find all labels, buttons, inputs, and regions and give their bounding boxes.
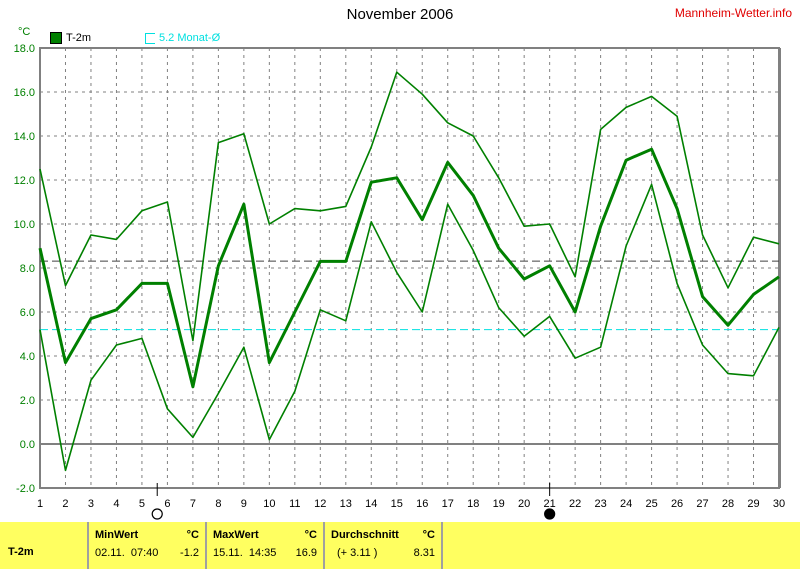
min-value: -1.2 [180,547,199,559]
y-tick-label: 8.0 [20,263,35,275]
x-tick-label: 24 [620,498,632,510]
x-tick-label: 17 [442,498,454,510]
avg-header: Durchschnitt [331,529,399,541]
legend-label: T-2m [66,32,92,44]
x-tick-label: 9 [241,498,247,510]
temperature-chart: 1 2 3 4 5 6 7 8 9 10 11 12 13 14 15 16 17 18 19 20 21 22 23 24 2… [14,43,785,520]
x-tick-label: 4 [113,498,119,510]
x-tick-label: 22 [569,498,581,510]
x-tick-label: 10 [263,498,275,510]
max-date: 15.11. 14:35 [213,547,277,559]
legend-label: 5.2 Monat-Ø [159,32,221,44]
x-tick-label: 27 [696,498,708,510]
chart-title: November 2006 [346,6,454,23]
x-tick-label: 15 [391,498,403,510]
x-tick-label: 14 [365,498,377,510]
legend-t2m: T-2m [50,32,91,44]
x-tick-label: 13 [340,498,352,510]
site-link[interactable]: Mannheim-Wetter.info [674,6,792,20]
x-tick-label: 18 [467,498,479,510]
avg-unit: °C [422,529,435,541]
max-header: MaxWert [213,529,259,541]
avg-value: 8.31 [413,547,435,559]
x-tick-label: 6 [164,498,170,510]
x-tick-label: 2 [62,498,68,510]
min-date: 02.11. 07:40 [95,547,159,559]
y-tick-label: 16.0 [14,87,35,99]
stats-panel: T-2m MinWert °C 02.11. 07:40 -1.2 MaxWer… [0,522,800,569]
series-max-line [39,71,780,342]
y-tick-label: 12.0 [14,175,35,187]
x-tick-label: 12 [314,498,326,510]
x-tick-label: 16 [416,498,428,510]
new-moon-icon [544,508,556,520]
x-tick-label: 7 [190,498,196,510]
y-tick-label: 18.0 [14,43,35,55]
y-tick-label: 6.0 [20,307,35,319]
x-tick-label: 30 [773,498,785,510]
y-tick-label: -2.0 [16,483,35,495]
x-tick-label: 19 [493,498,505,510]
x-tick-label: 11 [289,498,300,510]
plot-frame [39,47,780,489]
min-unit: °C [186,529,199,541]
series-min-line [39,183,780,472]
y-tick-label: 10.0 [14,219,35,231]
x-tick-label: 26 [671,498,683,510]
x-tick-label: 20 [518,498,530,510]
x-tick-label: 23 [594,498,606,510]
legend-swatch [50,32,62,44]
x-tick-label: 1 [37,498,43,510]
y-tick-label: 0.0 [20,439,35,451]
x-tick-label: 25 [645,498,657,510]
avg-diff: (+ 3.11 ) [337,547,378,559]
x-tick-label: 3 [88,498,94,510]
min-header: MinWert [95,529,139,541]
series-mean-line [38,147,780,389]
max-unit: °C [304,529,317,541]
full-moon-icon [151,508,163,520]
x-tick-label: 5 [139,498,145,510]
row-label: T-2m [8,546,34,558]
legend-swatch [145,32,155,44]
y-tick-label: 2.0 [20,395,35,407]
x-tick-label: 28 [722,498,734,510]
legend-month-avg: 5.2 Monat-Ø [145,32,220,44]
y-tick-label: 14.0 [14,131,35,143]
x-tick-label: 29 [747,498,759,510]
y-tick-label: 4.0 [20,351,35,363]
x-tick-label: 8 [215,498,221,510]
x-tick-label: 21 [544,498,556,510]
y-unit: °C [18,26,31,38]
max-value: 16.9 [295,547,317,559]
